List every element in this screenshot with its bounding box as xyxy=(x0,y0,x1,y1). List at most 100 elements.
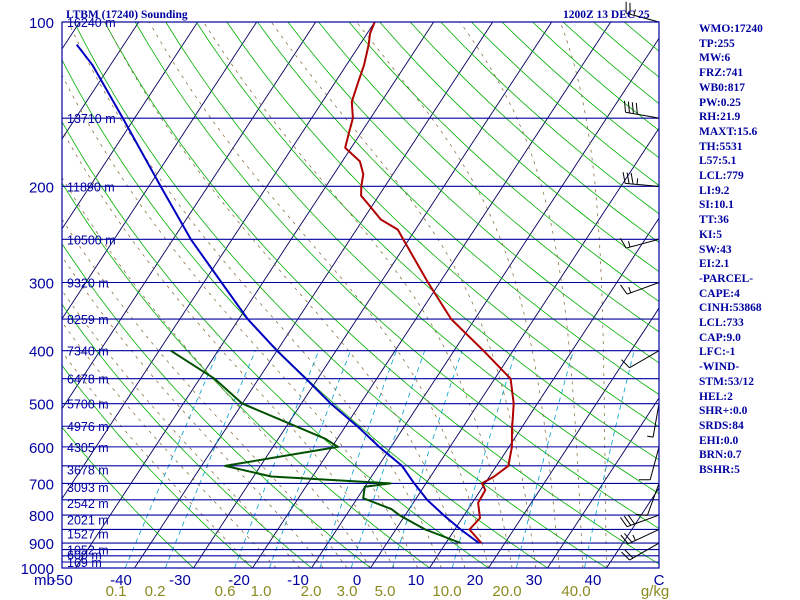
wind-barb xyxy=(620,529,660,545)
wind-barb xyxy=(647,403,660,438)
index-item: CAP:9.0 xyxy=(699,331,741,344)
mixing-ratio-label: 40.0 xyxy=(561,583,590,600)
moist-adiabat-line xyxy=(62,176,371,568)
pressure-tick-label: 800 xyxy=(29,508,54,525)
height-label: 2021 m xyxy=(67,513,109,527)
background-grid xyxy=(62,22,659,568)
pressure-tick-label: 600 xyxy=(29,440,54,457)
moist-adiabat-line xyxy=(356,22,560,568)
wind-barb-half-flag xyxy=(647,435,654,438)
wind-barb xyxy=(635,483,660,516)
index-item: BSHR:5 xyxy=(699,464,740,477)
wind-barb-staff xyxy=(627,529,660,545)
wind-barb xyxy=(625,1,660,23)
mixing-ratio-label: 0.1 xyxy=(106,583,127,600)
mixing-ratio-label: 20.0 xyxy=(492,583,521,600)
temperature-tick-label: -40 xyxy=(110,572,132,589)
wind-barb-staff xyxy=(646,483,660,516)
temperature-tick-label: 30 xyxy=(526,572,543,589)
height-label: 7340 m xyxy=(67,345,109,359)
index-item: EHI:0.0 xyxy=(699,434,739,447)
wind-barb-staff xyxy=(626,514,660,528)
wind-barbs xyxy=(619,1,660,561)
wind-barb-flag xyxy=(620,534,629,545)
dewpoint-line xyxy=(170,349,461,544)
wind-barb-flag xyxy=(635,102,638,115)
temperature-tick-label: 10 xyxy=(408,572,425,589)
pressure-unit-label: mb xyxy=(34,572,55,589)
temperature-tick-label: -10 xyxy=(287,572,309,589)
height-label: 13710 m xyxy=(67,112,116,126)
mixing-ratio-line xyxy=(451,350,517,568)
temperature-unit-label: C xyxy=(654,572,665,589)
wind-barb xyxy=(619,237,660,249)
wind-barb xyxy=(621,542,660,561)
height-label: 11890 m xyxy=(67,180,115,194)
temperature-tick-label: 0 xyxy=(353,572,361,589)
index-item: LI:9.2 xyxy=(699,184,730,197)
wind-barb-staff xyxy=(626,282,660,295)
pressure-tick-label: 700 xyxy=(29,476,54,493)
index-item: TP:255 xyxy=(699,37,735,50)
index-item: SW:43 xyxy=(699,243,732,256)
height-label: 2542 m xyxy=(67,497,109,511)
index-item: SHR+:0.0 xyxy=(699,405,748,418)
wind-barb xyxy=(623,100,660,119)
wind-barb-flag xyxy=(622,172,626,184)
temperature-line xyxy=(344,22,515,544)
dry-adiabat-line xyxy=(62,242,371,568)
height-label: 16240 m xyxy=(67,16,116,30)
index-item: CAPE:4 xyxy=(699,287,740,300)
wind-barb xyxy=(621,350,660,369)
index-item: HEL:2 xyxy=(699,390,733,403)
pressure-tick-label: 300 xyxy=(29,276,54,293)
height-label: 9320 m xyxy=(67,277,109,291)
index-item: SRDS:84 xyxy=(699,419,744,432)
pressure-tick-label: 400 xyxy=(29,344,54,361)
mixing-ratio-line xyxy=(234,350,320,568)
parcel-line xyxy=(75,43,480,544)
mixing-ratio-line xyxy=(516,350,574,568)
sounding-profiles xyxy=(75,22,515,544)
grid-clip xyxy=(62,22,659,568)
wind-barb-flag xyxy=(631,102,634,114)
station-title: LTBM (17240) Sounding xyxy=(66,9,188,21)
height-label: 6478 m xyxy=(67,373,109,387)
index-item: MW:6 xyxy=(699,52,731,65)
dry-adiabat-line xyxy=(62,58,548,568)
index-item: EI:2.1 xyxy=(699,258,730,271)
index-item: BRN:0.7 xyxy=(699,449,742,462)
wind-barb-half-flag xyxy=(632,534,636,541)
moist-adiabat-line xyxy=(203,22,513,568)
pressure-tick-label: 100 xyxy=(29,15,54,32)
isotherm-line xyxy=(134,22,494,568)
wind-barb xyxy=(620,514,660,528)
height-label: 4976 m xyxy=(67,420,109,434)
height-label: 1052 m xyxy=(67,544,109,558)
temperature-tick-label: -30 xyxy=(169,572,191,589)
wind-barb-flag xyxy=(624,533,633,543)
mixing-ratio-line xyxy=(124,350,219,568)
mixing-ratio-label: 10.0 xyxy=(432,583,461,600)
index-item: CINH:53868 xyxy=(699,302,762,315)
index-item: SI:10.1 xyxy=(699,199,734,212)
index-item: FRZ:741 xyxy=(699,67,744,80)
wind-barb-half-flag xyxy=(633,9,636,16)
index-item: LCL:733 xyxy=(699,317,744,330)
index-item: LCL:779 xyxy=(699,170,744,183)
wind-barb-staff xyxy=(629,350,660,369)
mixing-ratio-label: 2.0 xyxy=(301,583,322,600)
temperature-tick-label: -20 xyxy=(228,572,250,589)
isotherm-line xyxy=(370,127,659,568)
mixing-ratio-line xyxy=(319,350,397,568)
temperature-tick-label: 20 xyxy=(467,572,484,589)
indices-panel: WMO:17240 TP:255 MW:6 FRZ:741 WB0:817 PW:0.25… xyxy=(699,22,800,478)
height-label: 3093 m xyxy=(67,481,109,495)
mixing-ratio-label: 1.0 xyxy=(251,583,272,600)
height-label: 5700 m xyxy=(67,398,109,412)
wind-barb xyxy=(620,282,660,295)
wind-barb-flag xyxy=(635,513,648,516)
index-item: -PARCEL- xyxy=(699,272,754,285)
moist-adiabat-line xyxy=(271,22,537,568)
